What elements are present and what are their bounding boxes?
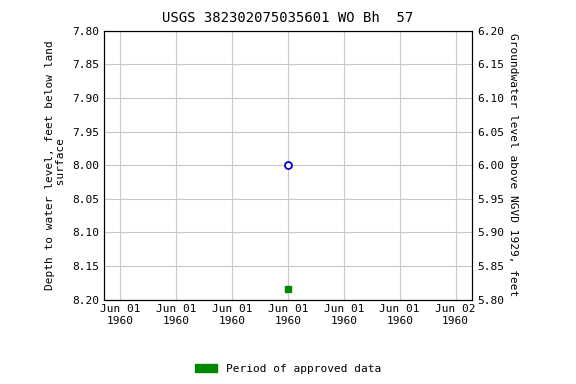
Y-axis label: Groundwater level above NGVD 1929, feet: Groundwater level above NGVD 1929, feet [508, 33, 518, 297]
Title: USGS 382302075035601 WO Bh  57: USGS 382302075035601 WO Bh 57 [162, 12, 414, 25]
Y-axis label: Depth to water level, feet below land
 surface: Depth to water level, feet below land su… [45, 40, 66, 290]
Legend: Period of approved data: Period of approved data [191, 359, 385, 379]
